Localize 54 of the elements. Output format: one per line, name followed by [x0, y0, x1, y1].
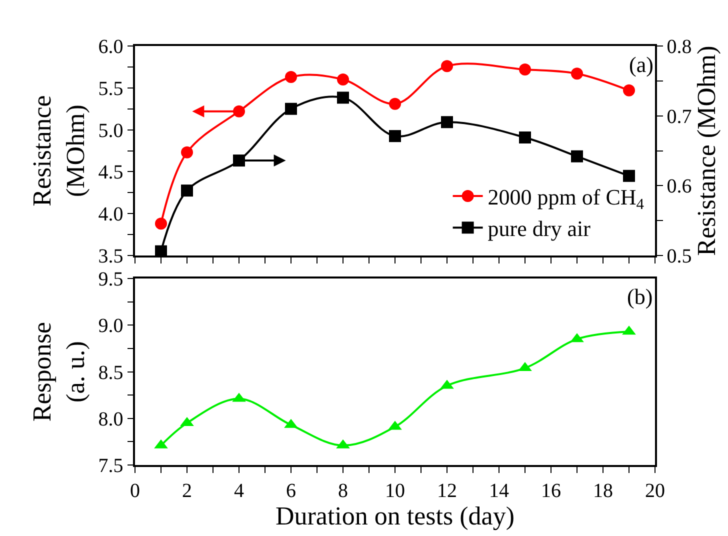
y-tick-label: 4.5 — [98, 162, 124, 184]
x-tick-label: 2 — [182, 480, 192, 502]
y-tick-label: 9.0 — [98, 315, 124, 338]
y-tick-label: 4.0 — [98, 204, 124, 226]
point — [623, 170, 635, 182]
x-axis-title: Duration on tests (day) — [275, 502, 515, 531]
point — [181, 146, 193, 158]
x-tick-label: 14 — [489, 480, 509, 502]
point — [389, 130, 401, 142]
y-tick-label: 3.5 — [98, 246, 124, 268]
y-axis-title: Response (a. u.) — [27, 322, 90, 422]
point — [571, 150, 583, 162]
point — [571, 68, 583, 80]
x-tick-label: 12 — [437, 480, 457, 502]
point — [519, 131, 531, 144]
point — [623, 84, 635, 96]
y-tick-label: 5.0 — [98, 120, 124, 142]
annotation: (a) — [629, 52, 654, 77]
y-tick-label: 6.0 — [98, 36, 124, 58]
point — [285, 102, 297, 115]
point — [441, 116, 453, 128]
y-tick-label: 5.5 — [98, 78, 124, 100]
x-tick-label: 4 — [234, 480, 244, 502]
point — [285, 71, 297, 84]
point — [337, 92, 349, 104]
y-tick-label: 7.5 — [98, 455, 124, 478]
x-tick-label: 6 — [286, 480, 296, 502]
annotation: (b) — [627, 284, 653, 309]
x-tick-label: 20 — [645, 480, 665, 502]
point — [389, 98, 401, 110]
y-tick-label: 8.0 — [98, 408, 124, 430]
point — [233, 154, 245, 167]
y2-tick-label: 0.6 — [666, 176, 692, 198]
x-tick-label: 0 — [130, 480, 140, 502]
point — [337, 74, 349, 86]
y2-tick-label: 0.7 — [666, 106, 692, 128]
y-axis-title: Resistance (MOhm) — [27, 95, 90, 206]
x-tick-label: 8 — [338, 480, 348, 502]
y-tick-label: 8.5 — [98, 362, 124, 384]
point — [519, 63, 531, 76]
y2-tick-label: 0.8 — [666, 36, 692, 58]
x-tick-label: 18 — [593, 480, 613, 502]
legend-label: 2000 ppm of CH$_{4}$ — [488, 184, 644, 214]
y2-axis-title: Resistance (MOhm) — [692, 46, 721, 256]
y2-tick-label: 0.5 — [666, 246, 692, 268]
point — [441, 60, 453, 72]
x-tick-label: 10 — [385, 480, 405, 502]
legend-label: pure dry air — [488, 216, 592, 242]
point — [155, 218, 167, 230]
x-tick-label: 16 — [541, 480, 561, 502]
point — [155, 245, 167, 256]
y-tick-label: 9.5 — [98, 268, 124, 291]
point — [181, 184, 193, 197]
point — [233, 105, 245, 118]
